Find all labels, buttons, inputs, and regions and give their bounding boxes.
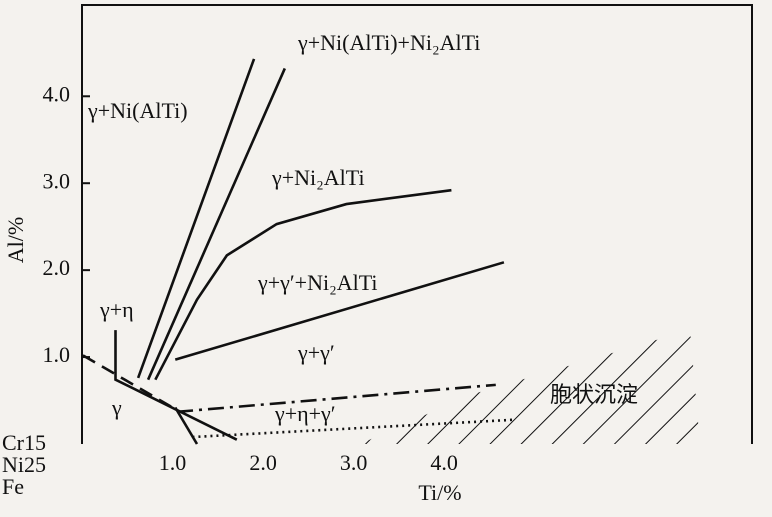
y-tick-label: 1.0 — [43, 342, 71, 367]
region-label: γ — [111, 395, 122, 420]
hatched-region — [360, 330, 700, 444]
base-composition: Ni25 — [2, 452, 46, 477]
phase-boundary — [174, 261, 505, 361]
x-axis-label: Ti/% — [418, 480, 461, 505]
region-label: γ+η — [99, 297, 134, 322]
y-tick-label: 2.0 — [43, 255, 71, 280]
region-label: γ+Ni₂AlTi — [271, 165, 365, 190]
y-tick-label: 3.0 — [43, 168, 71, 193]
phase-boundary — [174, 406, 199, 445]
base-composition: Cr15 — [2, 430, 46, 455]
phase-boundary — [154, 188, 452, 381]
x-tick-label: 3.0 — [340, 450, 368, 475]
region-label: γ+γ′+Ni₂AlTi — [257, 270, 378, 295]
phase-boundary — [176, 383, 496, 414]
region-label: 胞状沉淀 — [550, 382, 638, 407]
region-label: γ+Ni(AlTi) — [87, 98, 188, 123]
x-tick-label: 1.0 — [159, 450, 187, 475]
x-tick-label: 4.0 — [430, 450, 458, 475]
y-tick-label: 4.0 — [43, 81, 71, 106]
x-tick-label: 2.0 — [249, 450, 277, 475]
region-label: γ+Ni(AlTi)+Ni₂AlTi — [297, 30, 480, 55]
phase-boundary — [114, 330, 238, 441]
phase-boundary — [146, 67, 287, 381]
region-label: γ+η+γ′ — [274, 401, 336, 426]
region-label: γ+γ′ — [297, 340, 335, 365]
y-axis-label: Al/% — [3, 217, 28, 263]
phase-boundary — [136, 58, 256, 379]
plot-frame — [81, 4, 753, 444]
phase-boundary — [82, 354, 178, 412]
base-composition: Fe — [2, 474, 24, 499]
